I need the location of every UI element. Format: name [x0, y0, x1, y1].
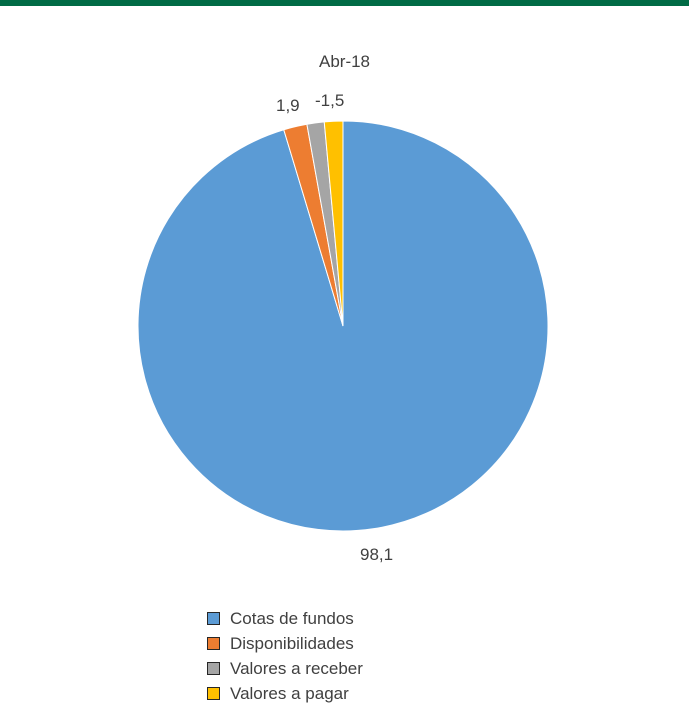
legend-label: Disponibilidades	[230, 633, 354, 653]
legend-swatch	[207, 612, 220, 625]
data-label-valores-a-pagar: -1,5	[315, 91, 345, 110]
data-label-disponibilidades: 1,9	[276, 96, 300, 115]
legend-label: Cotas de fundos	[230, 608, 354, 628]
legend-label: Valores a receber	[230, 658, 363, 678]
legend-swatch	[207, 637, 220, 650]
legend-item-valores-a-pagar: Valores a pagar	[207, 681, 363, 706]
header-bar	[0, 0, 689, 6]
legend-item-disponibilidades: Disponibilidades	[207, 631, 363, 656]
legend-swatch	[207, 687, 220, 700]
chart-title: Abr-18	[318, 52, 371, 71]
legend-item-cotas-de-fundos: Cotas de fundos	[207, 606, 363, 631]
legend-swatch	[207, 662, 220, 675]
pie-slice-valores-a-pagar	[323, 120, 344, 327]
chart-legend: Cotas de fundos Disponibilidades Valores…	[207, 606, 363, 706]
legend-item-valores-a-receber: Valores a receber	[207, 656, 363, 681]
data-label-cotas-de-fundos: 98,1	[360, 545, 394, 564]
legend-label: Valores a pagar	[230, 683, 349, 703]
